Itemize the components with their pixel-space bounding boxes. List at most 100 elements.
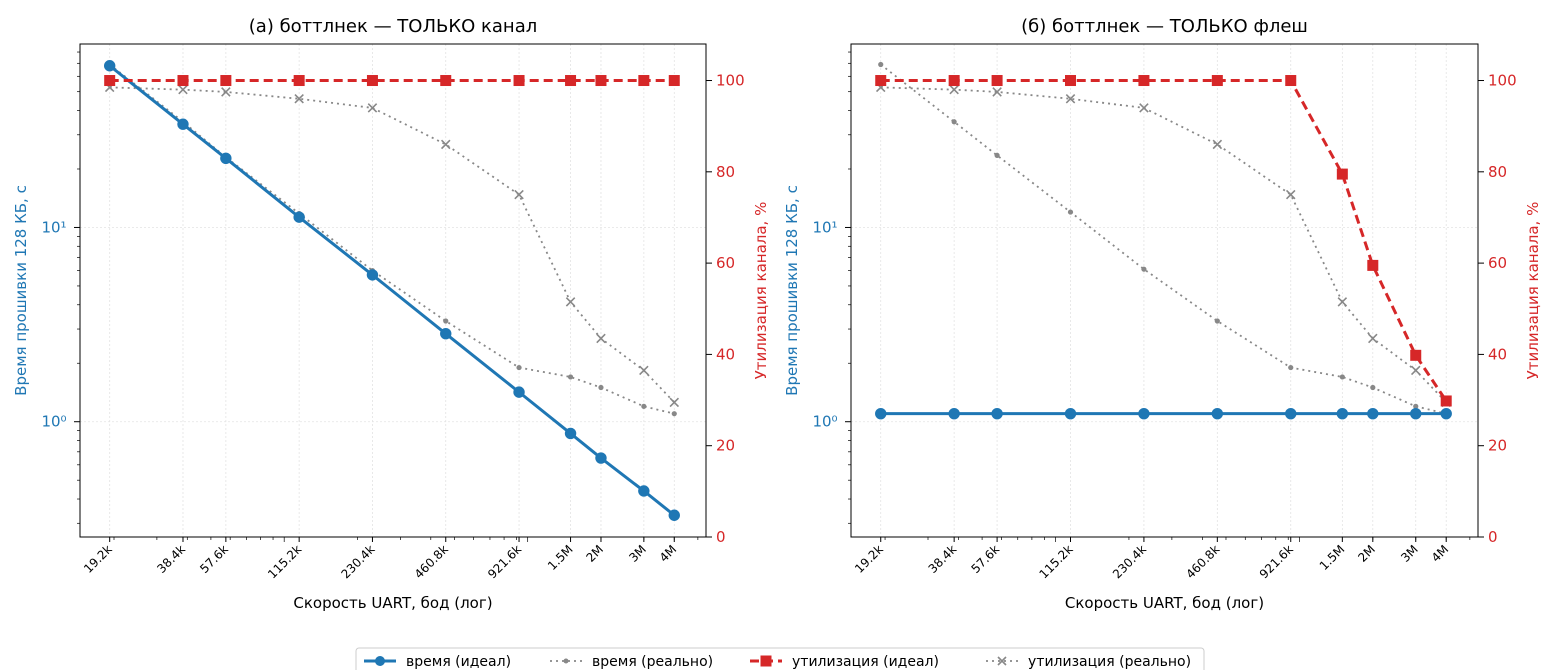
legend-marker (760, 655, 772, 667)
data-point (875, 75, 887, 87)
y-left-axis-label: Время прошивки 128 КБ, с (12, 185, 30, 396)
data-point (1065, 94, 1076, 104)
x-tick-label: 4M (657, 542, 680, 565)
x-tick-label: 1.5M (545, 542, 576, 573)
data-point (1367, 407, 1379, 420)
data-point (513, 386, 525, 398)
data-point (1368, 333, 1378, 344)
x-tick-label: 57.6k (969, 542, 1003, 576)
data-point (514, 189, 524, 200)
x-tick-label: 230.4k (1110, 542, 1149, 581)
series-0 (103, 60, 680, 521)
data-point (104, 75, 116, 87)
data-point (1285, 407, 1297, 420)
legend-marker (997, 656, 1007, 666)
data-point (103, 60, 116, 72)
x-tick-label: 4M (1429, 542, 1452, 565)
x-axis-label: Скорость UART, бод (лог) (1065, 594, 1264, 612)
x-tick-label: 57.6k (197, 542, 231, 576)
legend-marker (375, 656, 385, 666)
data-point (1336, 168, 1348, 180)
data-point (598, 384, 604, 391)
data-point (1440, 407, 1452, 420)
plot-frame (79, 43, 707, 538)
data-point (1067, 209, 1074, 215)
x-tick-label: 3M (1398, 542, 1421, 565)
x-tick-label: 1.5M (1317, 542, 1348, 573)
x-tick-label: 460.8k (1183, 542, 1222, 581)
data-point (948, 407, 960, 420)
data-point (220, 152, 232, 165)
data-point (178, 84, 188, 95)
x-tick-label: 460.8k (412, 542, 451, 581)
y-left-tick-label: 10⁰ (812, 413, 837, 431)
data-point (1370, 384, 1376, 391)
series-line (880, 63, 1447, 415)
legend-entry: время (реально) (550, 654, 713, 670)
legend-label: время (реально) (592, 654, 713, 670)
x-tick-label: 38.4k (154, 542, 188, 576)
x-tick-label: 2M (1355, 542, 1378, 565)
data-point (443, 318, 449, 324)
chart-panel-1: (б) боттлнек — ТОЛЬКО флеш 19.2k 38.4k 57.6… (783, 16, 1542, 612)
chart-title: (а) боттлнек — ТОЛЬКО канал (249, 16, 537, 37)
data-point (641, 403, 647, 409)
data-point (1138, 407, 1150, 420)
legend-box (355, 647, 1205, 670)
y-right-tick-label: 100 (1488, 72, 1517, 90)
data-point (367, 103, 378, 113)
data-point (221, 87, 231, 97)
data-point (565, 75, 577, 87)
y-left-tick-label: 10¹ (41, 218, 66, 236)
x-tick-label: 38.4k (926, 542, 960, 576)
y-right-axis-label: Утилизация канала, % (1524, 202, 1542, 380)
data-point (875, 407, 887, 420)
data-point (668, 509, 680, 521)
y-right-tick-label: 20 (716, 437, 735, 455)
data-point (1214, 318, 1220, 324)
data-point (638, 75, 650, 87)
data-point (948, 75, 960, 87)
y-left-tick-label: 10⁰ (41, 413, 66, 431)
x-tick-label: 115.2k (265, 542, 304, 581)
data-point (440, 139, 451, 150)
data-point (1410, 407, 1422, 420)
data-point (1288, 364, 1294, 371)
data-point (293, 75, 305, 87)
data-point (668, 75, 680, 87)
legend-label: время (идеал) (406, 654, 511, 670)
data-point (366, 269, 379, 281)
data-point (1211, 407, 1224, 420)
series-2 (875, 75, 1452, 407)
data-point (1339, 374, 1345, 380)
x-tick-label: 19.2k (81, 542, 115, 576)
data-point (949, 84, 959, 95)
data-point (293, 211, 305, 223)
series-0 (875, 407, 1452, 420)
data-point (220, 75, 232, 87)
data-point (1285, 75, 1297, 87)
data-point (1211, 75, 1223, 87)
y-right-tick-label: 20 (1488, 437, 1507, 455)
x-tick-label: 2M (583, 542, 606, 565)
data-point (513, 75, 525, 87)
data-point (294, 94, 304, 104)
data-point (669, 397, 680, 408)
x-axis-label: Скорость UART, бод (лог) (293, 594, 492, 612)
y-right-tick-label: 40 (1488, 345, 1507, 363)
data-point (565, 297, 576, 307)
y-right-tick-label: 0 (716, 528, 726, 546)
legend-entry: время (идеал) (364, 654, 511, 670)
x-tick-label: 3M (626, 542, 649, 565)
chart-title: (б) боттлнек — ТОЛЬКО флеш (1021, 16, 1308, 37)
data-point (991, 75, 1003, 87)
data-point (177, 118, 189, 130)
data-point (1440, 395, 1452, 407)
x-tick-label: 230.4k (338, 542, 377, 581)
data-point (440, 75, 452, 87)
data-point (992, 87, 1002, 97)
data-point (671, 411, 677, 417)
series-line (108, 64, 676, 517)
data-point (951, 119, 957, 125)
data-point (366, 75, 378, 87)
